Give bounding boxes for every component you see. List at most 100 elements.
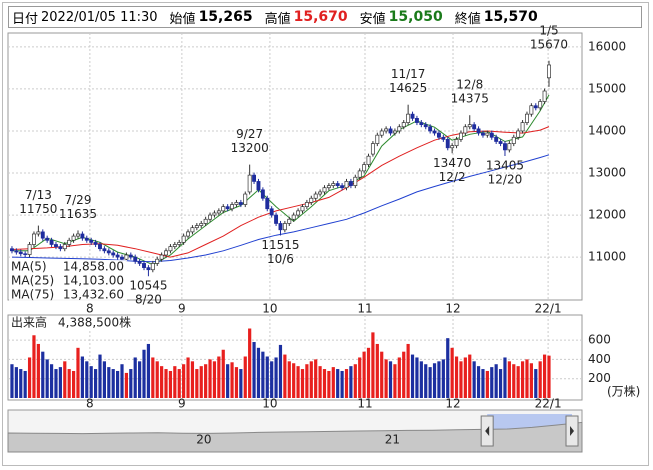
volume-panel xyxy=(7,314,583,401)
volume-bar xyxy=(538,361,542,398)
candle-body xyxy=(177,242,182,245)
candle-body xyxy=(331,183,336,186)
y-tick-label: 400 xyxy=(588,352,611,366)
volume-bar xyxy=(441,359,445,398)
field-value: 15,570 xyxy=(483,9,538,25)
volume-bar xyxy=(230,362,234,398)
volume-bar xyxy=(278,344,283,398)
volume-bar xyxy=(300,369,305,398)
candle-body xyxy=(221,206,226,212)
x-tick-label: 11 xyxy=(357,302,372,316)
volume-bar xyxy=(344,369,349,398)
candle-body xyxy=(18,251,23,255)
field-value: 15,670 xyxy=(293,9,348,25)
candle-body xyxy=(388,128,393,134)
ma-line xyxy=(11,154,550,263)
annotation-value: 11635 xyxy=(59,207,97,221)
volume-bar xyxy=(415,357,419,398)
volume-bar xyxy=(542,354,547,398)
volume-bar xyxy=(67,369,71,398)
x-tick-label: 8 xyxy=(86,302,94,316)
annotation-value: 15670 xyxy=(530,37,568,51)
volume-bar xyxy=(256,347,261,398)
x-tick-label: 22/1 xyxy=(535,397,562,411)
volume-bar xyxy=(27,357,32,398)
annotation-date: 7/29 xyxy=(65,193,92,207)
x-tick-label: 10 xyxy=(262,302,277,316)
candle-body xyxy=(128,254,133,258)
volume-bar xyxy=(318,366,322,398)
volume-bar xyxy=(85,361,89,398)
volume-bar xyxy=(366,347,371,398)
candle-body xyxy=(309,197,314,203)
candle-body xyxy=(529,105,534,115)
candle-body xyxy=(102,248,107,252)
annotation-value: 10545 xyxy=(129,279,167,293)
volume-bar xyxy=(199,366,203,398)
legend-value: 13,432.60 xyxy=(63,288,124,302)
volume-bar xyxy=(437,361,441,398)
volume-bar xyxy=(529,363,533,398)
candle-body xyxy=(353,176,358,186)
candle-body xyxy=(150,263,155,271)
candle-body xyxy=(98,244,102,250)
candle-body xyxy=(326,185,331,189)
candle-body xyxy=(432,130,437,134)
candle-body xyxy=(106,250,111,254)
volume-bar xyxy=(358,357,362,398)
candle-body xyxy=(481,132,485,136)
volume-bar xyxy=(353,364,357,398)
volume-bar xyxy=(481,369,485,398)
volume-bar xyxy=(98,354,102,398)
volume-bar xyxy=(133,357,137,398)
x-tick-label: 9 xyxy=(178,302,186,316)
volume-bar xyxy=(164,369,168,398)
annotation-date: 7/13 xyxy=(25,188,52,202)
candle-body xyxy=(498,141,503,144)
candle-body xyxy=(194,225,199,229)
candle-body xyxy=(397,126,402,132)
navigator-tick-label: 21 xyxy=(385,433,400,447)
candle-body xyxy=(406,113,411,123)
annotation-date: 8/20 xyxy=(135,293,162,307)
candle-body xyxy=(547,64,551,79)
volume-bar xyxy=(468,354,472,398)
volume-bar xyxy=(503,357,507,398)
field-label: 安値 xyxy=(359,11,386,27)
volume-bar xyxy=(274,357,278,398)
volume-bar xyxy=(248,328,252,398)
annotation-date: 11/17 xyxy=(391,67,426,81)
volume-bar xyxy=(124,372,129,398)
candle-body xyxy=(542,90,547,102)
annotation-value: 11515 xyxy=(261,238,299,252)
x-tick-label: 12 xyxy=(445,302,460,316)
candle-body xyxy=(260,189,265,199)
volume-unit: (万株) xyxy=(607,384,640,399)
handle-arrow xyxy=(570,426,575,436)
candle-body xyxy=(155,258,160,264)
x-tick-label: 9 xyxy=(178,397,186,411)
candle-body xyxy=(375,134,380,144)
candle-body xyxy=(533,105,538,109)
volume-bar xyxy=(446,338,450,398)
volume-bar xyxy=(129,369,133,398)
price-panel xyxy=(7,32,583,301)
candle-body xyxy=(410,113,415,119)
volume-bar xyxy=(142,349,146,398)
volume-bar xyxy=(485,370,489,398)
candle-body xyxy=(335,183,340,186)
candle-body xyxy=(436,132,441,138)
candle-body xyxy=(379,130,384,136)
volume-bar xyxy=(393,364,397,398)
volume-bar xyxy=(186,357,190,398)
volume-bar xyxy=(160,366,164,398)
candle-body xyxy=(344,181,349,189)
candle-body xyxy=(225,206,230,210)
volume-bar xyxy=(204,364,208,398)
field-label: 日付 xyxy=(12,11,39,27)
volume-bar xyxy=(380,351,384,398)
candle-body xyxy=(27,244,32,255)
volume-bar xyxy=(190,361,195,398)
candle-body xyxy=(340,185,345,189)
candle-body xyxy=(71,235,76,241)
